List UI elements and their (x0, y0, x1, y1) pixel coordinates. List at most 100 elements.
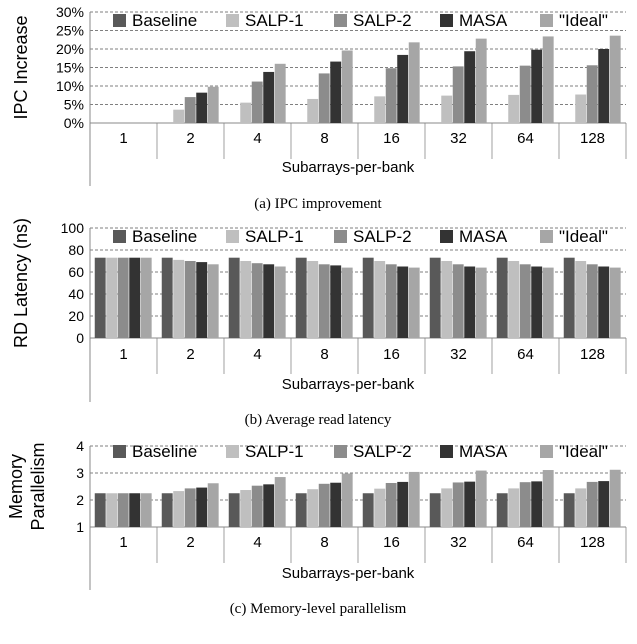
bar (318, 73, 330, 123)
bar (295, 493, 307, 527)
bar (508, 94, 520, 123)
x-tick-label: 128 (580, 130, 605, 147)
bar (586, 65, 598, 123)
bar (397, 54, 409, 123)
figure-caption: (c) Memory-level parallelism (230, 601, 407, 617)
bar (385, 264, 397, 338)
legend-swatch (334, 230, 347, 243)
bar (609, 35, 621, 123)
bar (207, 264, 219, 338)
bar (531, 49, 543, 123)
y-tick-label: 100 (61, 220, 85, 236)
bar (408, 267, 420, 338)
y-tick-label: 20 (68, 308, 84, 324)
bar (140, 493, 152, 527)
bar (228, 493, 240, 527)
x-tick-label: 2 (186, 130, 194, 147)
bar (508, 488, 520, 527)
legend-label: SALP-2 (353, 227, 412, 246)
bar (496, 493, 508, 527)
legend-label: SALP-1 (245, 11, 304, 30)
bar (429, 493, 441, 527)
y-tick-label: 30% (56, 4, 84, 20)
x-tick-label: 128 (580, 346, 605, 363)
y-tick-label: 15% (56, 60, 84, 76)
bar (240, 261, 252, 338)
legend-swatch (226, 445, 239, 458)
bar (184, 488, 196, 527)
legend-swatch (334, 445, 347, 458)
legend-label: "Ideal" (559, 442, 608, 461)
x-tick-label: 4 (253, 346, 261, 363)
bar (207, 86, 219, 123)
legend-swatch (440, 445, 453, 458)
bar (318, 264, 330, 338)
y-tick-label: 80 (68, 242, 84, 258)
legend-label: "Ideal" (559, 11, 608, 30)
x-tick-label: 128 (580, 534, 605, 551)
bar (374, 488, 386, 527)
bar (140, 257, 152, 338)
bar (385, 68, 397, 123)
legend-swatch (226, 230, 239, 243)
bar (184, 261, 196, 338)
bar (106, 493, 118, 527)
bar (441, 95, 453, 123)
bar (508, 261, 520, 338)
bar (475, 38, 487, 123)
x-tick-label: 16 (383, 130, 400, 147)
legend-label: SALP-2 (353, 11, 412, 30)
x-tick-label: 1 (119, 130, 127, 147)
legend-label: MASA (459, 11, 508, 30)
x-tick-label: 1 (119, 346, 127, 363)
bar (251, 485, 263, 527)
x-tick-label: 32 (450, 534, 467, 551)
bar (161, 493, 173, 527)
legend-swatch (226, 14, 239, 27)
bar (263, 264, 275, 338)
bar (173, 491, 185, 527)
figure-caption: (b) Average read latency (245, 412, 392, 428)
x-tick-label: 32 (450, 346, 467, 363)
bar (519, 65, 531, 123)
legend-swatch (540, 230, 553, 243)
bar (274, 266, 286, 338)
bar (563, 493, 575, 527)
bar (251, 263, 263, 338)
bar (330, 265, 342, 338)
bar (173, 109, 185, 123)
y-tick-label: 25% (56, 23, 84, 39)
x-tick-label: 1 (119, 534, 127, 551)
bar (531, 481, 543, 527)
y-tick-label: 60 (68, 264, 84, 280)
bar (94, 257, 106, 338)
y-axis-label-line: Parallelism (28, 442, 48, 530)
bar (240, 102, 252, 123)
x-tick-label: 64 (517, 130, 534, 147)
bar (542, 36, 554, 123)
bar (429, 257, 441, 338)
bar (307, 98, 319, 123)
y-tick-label: 40 (68, 286, 84, 302)
y-axis-label: Memory Parallelism (6, 442, 48, 530)
legend-label: Baseline (132, 11, 197, 30)
bar (441, 261, 453, 338)
legend-swatch (540, 445, 553, 458)
bar (207, 483, 219, 527)
bar (475, 470, 487, 527)
bar (341, 50, 353, 124)
bar (173, 259, 185, 338)
legend-label: Baseline (132, 442, 197, 461)
legend-swatch (334, 14, 347, 27)
bar (519, 482, 531, 527)
y-tick-label: 4 (76, 438, 84, 454)
bar (106, 257, 118, 338)
x-tick-label: 64 (517, 534, 534, 551)
bar (307, 489, 319, 527)
bar (441, 488, 453, 527)
bar (586, 481, 598, 527)
y-axis-label: IPC Increase (11, 15, 31, 119)
legend-swatch (113, 230, 126, 243)
bar (196, 92, 208, 123)
x-tick-label: 32 (450, 130, 467, 147)
